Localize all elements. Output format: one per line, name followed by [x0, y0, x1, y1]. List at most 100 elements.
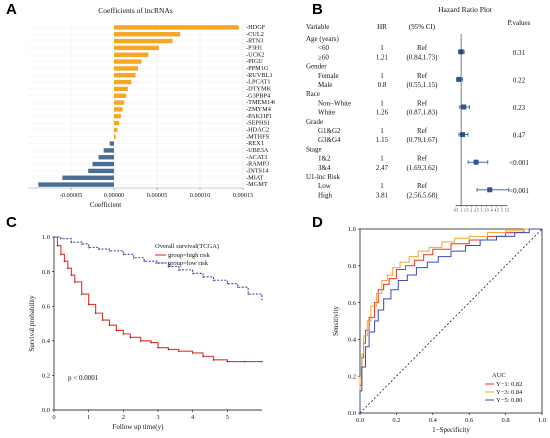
x-axis-label: Follow up time(y) — [113, 423, 165, 431]
bar — [114, 114, 121, 119]
censor-mark: + — [87, 303, 90, 308]
row-hr: 1 — [380, 99, 384, 107]
censor-mark: + — [73, 281, 76, 286]
row-p-value: 0.31 — [513, 49, 526, 57]
row-level-label: <60 — [318, 44, 329, 52]
x-tick-label: 2.5 — [474, 209, 479, 213]
x-tick-label: 3.5 — [484, 209, 489, 213]
x-tick-label: 1.0 — [538, 417, 546, 424]
censor-mark: + — [101, 319, 104, 324]
x-tick-label: 0.00005 — [147, 192, 167, 199]
censor-mark: + — [261, 361, 264, 366]
bar — [114, 86, 128, 92]
row-ci: (2.56,5.68) — [407, 191, 439, 199]
censor-mark: + — [70, 274, 73, 279]
x-tick-label: 0 — [52, 414, 55, 421]
y-tick-label: 0.4 — [348, 337, 357, 344]
row-level-label: G1&G2 — [318, 127, 341, 135]
bar-label: -SEPHS1 — [246, 120, 270, 127]
row-p-value: 0.23 — [513, 104, 526, 112]
bar — [109, 141, 114, 146]
roc-line — [359, 228, 542, 413]
row-ci: (1.69,3.62) — [407, 164, 439, 172]
bar-label: -ZMYM4 — [246, 106, 272, 113]
chart-title: Hazard Ratio Plot — [438, 5, 493, 14]
y-axis-label: Sensitivity — [332, 306, 340, 336]
bar-label: -PAK1IP1 — [246, 113, 272, 120]
row-ci: Ref — [417, 72, 428, 80]
bar — [62, 175, 114, 180]
censor-mark: + — [261, 298, 264, 303]
bar — [114, 73, 136, 78]
y-tick-label: 0.4 — [42, 338, 51, 345]
row-group-label: U1-lnc Risk — [306, 173, 341, 181]
row-level-label: 1&2 — [318, 155, 331, 163]
x-tick-label: 1.5 — [464, 209, 469, 213]
bar — [114, 52, 149, 57]
bar-label: -ACAT1 — [246, 154, 268, 161]
panel-label-b: B — [312, 1, 323, 18]
bar — [114, 59, 142, 64]
row-ci: Ref — [417, 182, 428, 190]
bar-label: -MTHFS — [246, 133, 270, 140]
x-tick-label: 2 — [122, 414, 125, 421]
censor-mark: + — [191, 272, 194, 277]
censor-mark: + — [212, 279, 215, 284]
x-tick-label: 2 — [470, 209, 472, 213]
censor-mark: + — [132, 257, 135, 262]
x-tick-label: 3 — [481, 209, 483, 213]
censor-mark: + — [177, 350, 180, 355]
legend-label: Y−1: 0.82 — [496, 381, 522, 388]
censor-mark: + — [247, 293, 250, 298]
bar — [98, 155, 114, 160]
x-tick-label: 4 — [491, 209, 493, 213]
bar-label: -PPM1G — [246, 65, 269, 72]
row-hr: 1.21 — [376, 53, 389, 61]
row-ci: (0.79,1.67) — [407, 136, 439, 144]
censor-mark: + — [157, 347, 160, 352]
bar — [88, 168, 114, 174]
legend-label: Y−5: 0.80 — [496, 397, 522, 404]
bar-label: -RUVBL1 — [246, 72, 273, 79]
censor-mark: + — [80, 243, 83, 248]
row-group-label: Race — [306, 90, 320, 98]
censor-mark: + — [115, 329, 118, 334]
survival-line — [54, 236, 263, 300]
censor-mark: + — [226, 283, 229, 288]
y-tick-label: 0.8 — [42, 269, 50, 276]
bar — [114, 79, 132, 85]
censor-mark: + — [177, 269, 180, 274]
roc-line — [359, 228, 542, 413]
legend-title: AUC — [492, 372, 506, 379]
survival-line — [54, 236, 262, 363]
y-tick-label: 0.8 — [348, 263, 356, 270]
y-axis-label: Survival probability — [28, 295, 36, 352]
row-hr: 1 — [380, 44, 384, 52]
bar-label: -RAMP3 — [246, 161, 269, 168]
bar-label: -LPCAT1 — [246, 79, 271, 86]
x-tick-label: 0.00015 — [233, 192, 253, 199]
censor-mark: + — [150, 342, 153, 347]
bar-label: -MIAT — [246, 174, 264, 181]
header-hr: HR — [377, 23, 387, 31]
row-hr: 1 — [380, 127, 384, 135]
censor-mark: + — [66, 267, 69, 272]
bar — [103, 148, 114, 153]
row-level-label: Male — [318, 81, 332, 89]
censor-mark: + — [63, 260, 66, 265]
hr-point — [473, 159, 479, 165]
x-tick-label: 0.0 — [356, 417, 364, 424]
censor-mark: + — [94, 312, 97, 317]
bar-label: -P3H1 — [246, 44, 262, 51]
row-hr: 1 — [380, 72, 384, 80]
censor-mark: + — [70, 241, 73, 246]
hr-point — [460, 132, 466, 138]
row-hr: 1.15 — [376, 136, 389, 144]
bar-label: -MGMT — [246, 181, 268, 188]
censor-mark: + — [167, 348, 170, 353]
hr-point — [487, 187, 493, 193]
x-tick-label: 0.8 — [502, 417, 510, 424]
header-ci: (95% CI) — [409, 23, 436, 31]
row-group-label: Age (years) — [306, 35, 340, 43]
bar — [92, 161, 114, 167]
